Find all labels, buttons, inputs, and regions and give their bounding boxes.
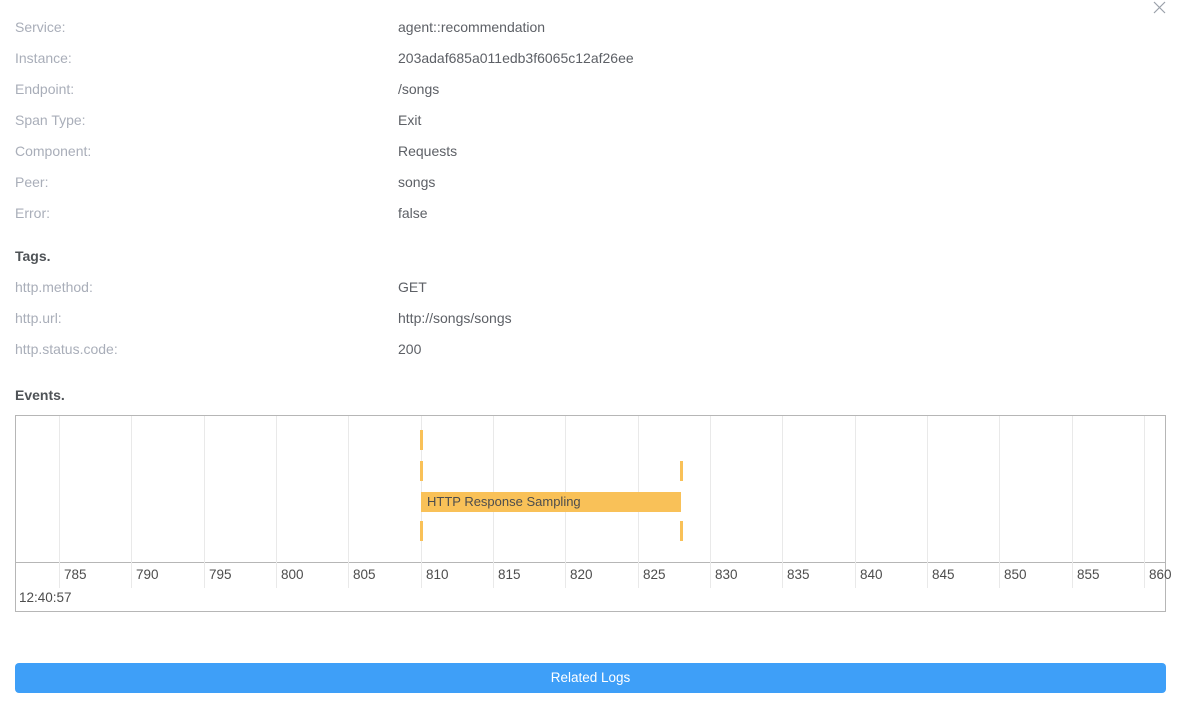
gridline bbox=[1144, 416, 1145, 588]
field-row-span-type: Span Type: Exit bbox=[15, 105, 1165, 136]
field-value: songs bbox=[398, 174, 436, 190]
events-timeline-chart: 12:40:57 785 790 795 800 805 810 815 820 825 830 8… bbox=[15, 415, 1172, 612]
axis-tick-label: 860 bbox=[1149, 567, 1172, 582]
axis-time-label: 12:40:57 bbox=[19, 590, 72, 605]
axis-tick-label: 820 bbox=[570, 567, 593, 582]
field-label: Component: bbox=[15, 143, 92, 159]
tag-row-http-url: http.url: http://songs/songs bbox=[15, 303, 1165, 334]
field-label: Instance: bbox=[15, 50, 72, 66]
tag-label: http.method: bbox=[15, 279, 93, 295]
tag-label: http.status.code: bbox=[15, 341, 118, 357]
axis-tick-label: 790 bbox=[136, 567, 159, 582]
tag-value: 200 bbox=[398, 341, 422, 357]
axis-tick-label: 785 bbox=[64, 567, 87, 582]
chart-plot-area[interactable]: 12:40:57 785 790 795 800 805 810 815 820 825 830 8… bbox=[16, 416, 1172, 611]
gridline bbox=[782, 416, 783, 588]
tags-section-heading: Tags. bbox=[15, 248, 51, 264]
gridline bbox=[855, 416, 856, 588]
field-label: Span Type: bbox=[15, 112, 86, 128]
gridline bbox=[131, 416, 132, 588]
gridline bbox=[348, 416, 349, 588]
gridline bbox=[1072, 416, 1073, 588]
gridline bbox=[59, 416, 60, 588]
field-value: 203adaf685a011edb3f6065c12af26ee bbox=[398, 50, 634, 66]
field-value: Exit bbox=[398, 112, 422, 128]
event-marker-tick[interactable] bbox=[680, 521, 683, 541]
gridline bbox=[927, 416, 928, 588]
event-bar-label: HTTP Response Sampling bbox=[427, 494, 581, 509]
axis-tick-label: 845 bbox=[932, 567, 955, 582]
tag-value: http://songs/songs bbox=[398, 310, 512, 326]
gridline bbox=[710, 416, 711, 588]
field-value: agent::recommendation bbox=[398, 19, 546, 35]
field-value: false bbox=[398, 205, 428, 221]
field-row-error: Error: false bbox=[15, 198, 1165, 229]
field-row-peer: Peer: songs bbox=[15, 167, 1165, 198]
event-marker-tick[interactable] bbox=[420, 461, 423, 481]
tag-row-http-status-code: http.status.code: 200 bbox=[15, 334, 1165, 365]
field-label: Service: bbox=[15, 19, 66, 35]
axis-tick-label: 835 bbox=[787, 567, 810, 582]
span-detail-fields: Service: agent::recommendation Instance:… bbox=[15, 12, 1165, 229]
related-logs-button[interactable]: Related Logs bbox=[15, 663, 1166, 693]
field-value: Requests bbox=[398, 143, 458, 159]
tag-value: GET bbox=[398, 279, 427, 295]
event-marker-tick[interactable] bbox=[680, 461, 683, 481]
field-row-instance: Instance: 203adaf685a011edb3f6065c12af26… bbox=[15, 43, 1165, 74]
axis-tick-label: 855 bbox=[1077, 567, 1100, 582]
axis-tick-label: 795 bbox=[209, 567, 232, 582]
event-marker-tick[interactable] bbox=[420, 430, 423, 450]
axis-tick-label: 805 bbox=[353, 567, 376, 582]
tag-fields: http.method: GET http.url: http://songs/… bbox=[15, 272, 1165, 365]
axis-tick-label: 830 bbox=[715, 567, 738, 582]
tag-label: http.url: bbox=[15, 310, 62, 326]
field-value: /songs bbox=[398, 81, 440, 97]
event-bar[interactable]: HTTP Response Sampling bbox=[421, 492, 681, 512]
gridline bbox=[999, 416, 1000, 588]
field-label: Endpoint: bbox=[15, 81, 75, 97]
axis-tick-label: 840 bbox=[860, 567, 883, 582]
field-label: Peer: bbox=[15, 174, 49, 190]
events-section-heading: Events. bbox=[15, 387, 65, 403]
axis-tick-label: 850 bbox=[1004, 567, 1027, 582]
field-row-endpoint: Endpoint: /songs bbox=[15, 74, 1165, 105]
axis-tick-label: 815 bbox=[498, 567, 521, 582]
axis-tick-label: 810 bbox=[426, 567, 449, 582]
close-icon[interactable] bbox=[1153, 1, 1166, 14]
axis-tick-label: 825 bbox=[643, 567, 666, 582]
axis-tick-label: 800 bbox=[281, 567, 304, 582]
field-row-component: Component: Requests bbox=[15, 136, 1165, 167]
x-axis-line bbox=[16, 562, 1165, 563]
event-marker-tick[interactable] bbox=[420, 521, 423, 541]
field-row-service: Service: agent::recommendation bbox=[15, 12, 1165, 43]
tag-row-http-method: http.method: GET bbox=[15, 272, 1165, 303]
gridline bbox=[204, 416, 205, 588]
gridline bbox=[276, 416, 277, 588]
field-label: Error: bbox=[15, 205, 50, 221]
